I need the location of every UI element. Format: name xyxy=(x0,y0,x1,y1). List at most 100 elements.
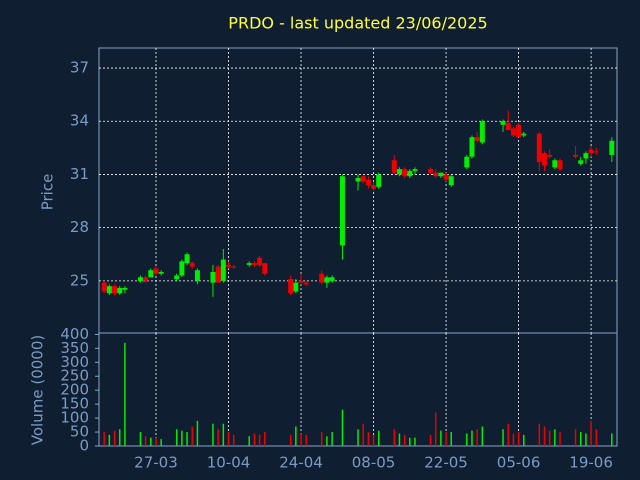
volume-tick-label: 250 xyxy=(60,367,89,385)
volume-bar xyxy=(124,342,126,446)
volume-bar xyxy=(144,436,147,446)
candle-body xyxy=(153,268,159,274)
volume-bar xyxy=(471,430,473,446)
candle-body xyxy=(148,270,154,278)
chart-title: PRDO - last updated 23/06/2025 xyxy=(228,14,487,33)
volume-bar xyxy=(326,436,328,446)
candle-body xyxy=(324,277,330,283)
volume-bar xyxy=(409,437,411,446)
volume-bar xyxy=(248,436,250,446)
volume-bar xyxy=(579,432,582,446)
candle-body xyxy=(469,137,475,157)
candle-body xyxy=(438,172,444,177)
candle-body xyxy=(257,257,263,265)
volume-bar xyxy=(512,433,515,446)
volume-bar xyxy=(191,426,193,446)
candle-body xyxy=(365,179,371,186)
candle-body xyxy=(536,133,542,163)
candle-body xyxy=(189,263,195,267)
volume-bar xyxy=(517,432,520,446)
candle-body xyxy=(588,149,594,154)
volume-bar xyxy=(595,429,598,446)
volume-tick-label: 400 xyxy=(60,325,89,343)
volume-bar xyxy=(186,432,188,446)
y-tick-label: 28 xyxy=(70,218,89,236)
volume-bar xyxy=(258,434,261,446)
candle-body xyxy=(433,172,439,177)
candle-body xyxy=(355,177,361,182)
candle-body xyxy=(479,121,485,143)
volume-bar xyxy=(450,432,452,446)
volume-bar xyxy=(440,430,442,446)
volume-bar xyxy=(590,420,592,446)
candle-body xyxy=(106,286,112,294)
volume-bar xyxy=(181,430,183,446)
volume-bar xyxy=(331,432,333,446)
volume-bar xyxy=(305,434,307,446)
volume-bar xyxy=(466,433,468,446)
candle-body xyxy=(246,263,252,265)
volume-bar xyxy=(320,432,323,446)
candle-body xyxy=(541,153,547,166)
volume-tick-label: 50 xyxy=(70,423,89,441)
volume-bar xyxy=(434,412,437,446)
volume-bar xyxy=(611,433,613,446)
volume-bar xyxy=(476,429,478,446)
candle-body xyxy=(251,263,257,265)
x-tick-label: 10-04 xyxy=(207,454,251,472)
volume-bar xyxy=(554,429,556,446)
volume-bar xyxy=(403,434,406,446)
volume-bar xyxy=(393,429,396,446)
volume-bar xyxy=(429,434,432,446)
candle-body xyxy=(288,279,294,294)
volume-bar xyxy=(548,430,551,446)
volume-bar xyxy=(357,429,359,446)
y-tick-label: 25 xyxy=(70,271,89,289)
volume-tick-label: 0 xyxy=(79,437,89,455)
volume-bar xyxy=(103,432,105,446)
candle-body xyxy=(407,170,413,177)
candle-body xyxy=(547,154,553,157)
candle-body xyxy=(220,259,226,281)
candle-body xyxy=(329,277,335,281)
candle-body xyxy=(371,185,377,189)
candle-body xyxy=(143,277,149,281)
volume-bar xyxy=(585,433,587,446)
volume-bar xyxy=(196,420,199,446)
volume-bar xyxy=(175,429,178,446)
x-tick-label: 08-05 xyxy=(352,454,396,472)
y-tick-label: 37 xyxy=(70,59,89,77)
volume-bar xyxy=(253,433,256,446)
candle-body xyxy=(339,176,345,246)
candle-body xyxy=(557,160,563,170)
candle-body xyxy=(578,160,584,164)
candle-body xyxy=(303,282,309,285)
candle-body xyxy=(137,277,143,281)
candle-body xyxy=(500,121,506,125)
volume-tick-label: 300 xyxy=(60,353,89,371)
volume-bar xyxy=(289,434,292,446)
candle-body xyxy=(448,176,454,186)
volume-bar xyxy=(445,432,447,446)
volume-bar xyxy=(113,430,116,446)
volume-bar xyxy=(232,434,235,446)
candle-body xyxy=(396,169,402,175)
candle-body xyxy=(184,254,190,264)
volume-bar xyxy=(341,409,344,446)
x-tick-label: 05-06 xyxy=(497,454,541,472)
volume-bar xyxy=(139,432,142,446)
y-tick-label: 34 xyxy=(70,112,89,130)
candle-body xyxy=(179,261,185,276)
candle-body xyxy=(402,169,408,177)
candle-body xyxy=(117,287,123,294)
volume-tick-label: 100 xyxy=(60,409,89,427)
candle-body xyxy=(593,151,599,153)
volume-tick-label: 200 xyxy=(60,381,89,399)
candle-body xyxy=(360,176,366,182)
volume-bar xyxy=(372,434,375,446)
y-tick-label: 31 xyxy=(70,165,89,183)
volume-bar xyxy=(559,432,561,446)
volume-bar xyxy=(160,439,162,446)
